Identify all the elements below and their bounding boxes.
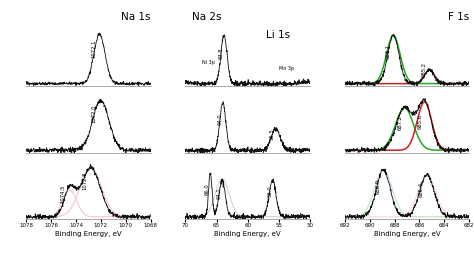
Text: 685.2: 685.2	[422, 62, 427, 77]
Text: 688.9: 688.9	[375, 179, 380, 194]
Text: Na 1s: Na 1s	[121, 12, 151, 22]
Text: 685.6: 685.6	[417, 113, 422, 128]
Text: 688.1: 688.1	[386, 43, 391, 59]
Text: 1074.5: 1074.5	[61, 184, 66, 203]
Text: Ni 3p: Ni 3p	[201, 60, 214, 65]
Text: 63.8: 63.8	[219, 47, 224, 59]
Text: 64.1: 64.1	[217, 187, 222, 199]
Text: Li 1s: Li 1s	[266, 29, 291, 39]
Text: 687.2: 687.2	[398, 115, 403, 130]
Text: 1072.1: 1072.1	[91, 39, 96, 58]
Text: Mn 3p: Mn 3p	[279, 66, 294, 71]
Text: 66.0: 66.0	[205, 183, 210, 195]
X-axis label: Binding Energy, eV: Binding Energy, eV	[214, 231, 281, 237]
Text: 64.0: 64.0	[218, 113, 222, 125]
Text: Na 2s: Na 2s	[191, 12, 221, 22]
X-axis label: Binding Energy, eV: Binding Energy, eV	[374, 231, 440, 237]
Text: F 1s: F 1s	[448, 12, 469, 22]
Text: 685.4: 685.4	[419, 182, 424, 197]
Text: 56.0: 56.0	[267, 186, 272, 197]
Text: 55.5: 55.5	[270, 128, 275, 140]
X-axis label: Binding Energy, eV: Binding Energy, eV	[55, 231, 122, 237]
Text: 1072.8: 1072.8	[82, 171, 87, 190]
Text: 1072.0: 1072.0	[91, 104, 96, 123]
